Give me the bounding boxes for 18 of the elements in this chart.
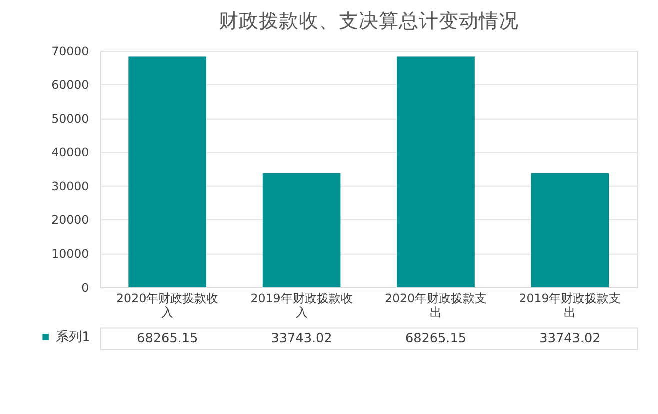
x-tick-label: 2020年财政拨款收入 [116, 292, 219, 320]
x-tick-label: 2020年财政拨款支出 [384, 292, 488, 320]
chart-title: 财政拨款收、支决算总计变动情况 [218, 9, 519, 32]
y-tick-label: 0 [82, 280, 90, 295]
y-tick-label: 60000 [52, 78, 90, 92]
legend-label: 系列1 [56, 330, 90, 346]
data-label: 68265.15 [137, 332, 198, 347]
y-tick-label: 40000 [52, 146, 90, 160]
x-tick-label: 2019年财政拨款收入 [250, 292, 353, 320]
y-tick-label: 70000 [52, 44, 90, 58]
x-tick-label: 2019年财政拨款支出 [519, 292, 622, 320]
y-tick-label: 20000 [52, 213, 90, 228]
y-tick-label: 50000 [52, 112, 90, 126]
y-tick-label: 10000 [52, 247, 90, 262]
data-label: 68265.15 [405, 332, 467, 347]
data-label: 33743.02 [540, 332, 601, 347]
y-tick-label: 30000 [52, 179, 90, 194]
data-label: 33743.02 [271, 332, 332, 347]
